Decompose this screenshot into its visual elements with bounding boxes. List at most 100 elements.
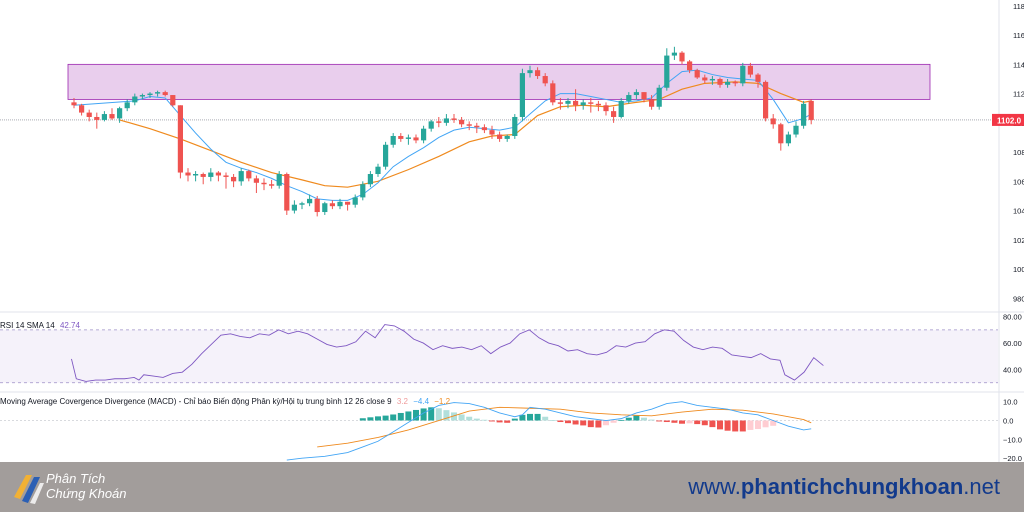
candle-body [436, 121, 442, 123]
macd-histogram-bar [739, 420, 746, 432]
candle-body [580, 102, 586, 106]
macd-legend-macd-value: −4.4 [413, 397, 430, 406]
candle [307, 194, 313, 207]
candle-body [162, 92, 168, 96]
candle-body [595, 103, 601, 106]
candle-body [398, 135, 404, 139]
macd-histogram-bar [732, 420, 739, 432]
candle [352, 194, 358, 208]
candle [633, 89, 639, 100]
candle-body [443, 118, 449, 123]
candle-body [801, 103, 807, 126]
candle [740, 62, 746, 87]
candle [71, 97, 77, 109]
candle-body [367, 174, 373, 185]
macd-tick-label: 0.0 [1003, 417, 1013, 426]
candle [512, 114, 518, 139]
candle [664, 48, 670, 91]
macd-histogram-bar [451, 412, 457, 421]
macd-histogram-bar [587, 420, 594, 428]
price-axis[interactable]: 1180.01160.01140.01120.01100.01080.01060… [0, 0, 1024, 462]
candle-body [588, 102, 594, 104]
candle [671, 46, 677, 60]
price-tick-label: 1140.0 [1013, 60, 1024, 69]
candle [193, 171, 199, 182]
macd-legend-title: Moving Average Covergence Divergence (MA… [0, 397, 392, 406]
candle [702, 74, 708, 84]
candle-body [656, 87, 662, 107]
last-price-label: 1102.0 [997, 116, 1022, 125]
candle [641, 92, 647, 103]
candle [732, 80, 738, 87]
candle [109, 108, 115, 120]
macd-histogram-bar [489, 420, 495, 422]
macd-histogram-bar [565, 420, 571, 424]
candle-body [375, 166, 381, 175]
candle [519, 68, 525, 122]
candle [497, 131, 503, 142]
macd-histogram-bar [595, 420, 602, 428]
candle [603, 102, 609, 116]
candle-body [785, 134, 791, 144]
candle-body [117, 108, 123, 119]
candle-body [474, 125, 480, 128]
candle [132, 93, 138, 106]
site-url-prefix: www. [688, 474, 741, 499]
macd-tick-label: 10.0 [1003, 398, 1018, 407]
candle [139, 93, 145, 100]
macd-histogram-bar [466, 416, 473, 421]
macd-histogram-bar [656, 420, 663, 422]
candle [405, 134, 411, 145]
candle-body [778, 124, 784, 144]
macd-histogram-bar [701, 420, 708, 426]
chart-canvas: 1180.01160.01140.01120.01100.01080.01060… [0, 0, 1024, 462]
macd-histogram-bar [671, 420, 678, 423]
candle-body [740, 65, 746, 84]
candle [527, 65, 533, 78]
macd-histogram-bar [717, 420, 723, 430]
logo-icon [14, 475, 44, 504]
candle-body [413, 137, 419, 141]
candle-body [550, 83, 556, 103]
candle-body [314, 198, 320, 213]
candle [269, 179, 275, 189]
candle [428, 119, 434, 132]
candle [101, 111, 107, 122]
candle [284, 172, 290, 215]
candle-body [231, 176, 237, 182]
macd-histogram-bar [413, 409, 419, 421]
candle-body [641, 92, 647, 100]
candle-body [603, 105, 609, 112]
candle-body [451, 118, 457, 120]
rsi-pane[interactable] [0, 324, 998, 384]
candle [535, 67, 541, 79]
macd-histogram-bar [542, 416, 549, 421]
macd-pane[interactable] [0, 401, 998, 461]
candle [489, 125, 495, 139]
macd-histogram-bar [610, 420, 617, 423]
rsi-tick-label: 40.00 [1003, 366, 1022, 375]
candle-body [770, 118, 776, 125]
candle-body [238, 171, 244, 182]
macd-legend-signal-value: −1.2 [434, 397, 451, 406]
macd-histogram-bar [633, 415, 640, 421]
candle-body [345, 201, 351, 205]
candle-body [322, 203, 328, 213]
candle [276, 171, 282, 189]
candle [611, 106, 617, 123]
candle [459, 116, 465, 128]
macd-signal-line [317, 406, 812, 448]
candle-body [155, 92, 161, 94]
candle-body [626, 95, 632, 101]
site-url-link[interactable]: www.phantichchungkhoan.net [688, 474, 1000, 500]
price-pane[interactable] [0, 46, 998, 217]
candle [177, 105, 183, 179]
resistance-zone [67, 63, 931, 100]
candle-body [147, 93, 153, 96]
candle [436, 116, 442, 128]
macd-histogram-bar [473, 418, 480, 421]
candle-body [390, 135, 396, 145]
candle [679, 51, 685, 65]
candle [117, 106, 123, 123]
macd-histogram-bar [724, 420, 731, 431]
